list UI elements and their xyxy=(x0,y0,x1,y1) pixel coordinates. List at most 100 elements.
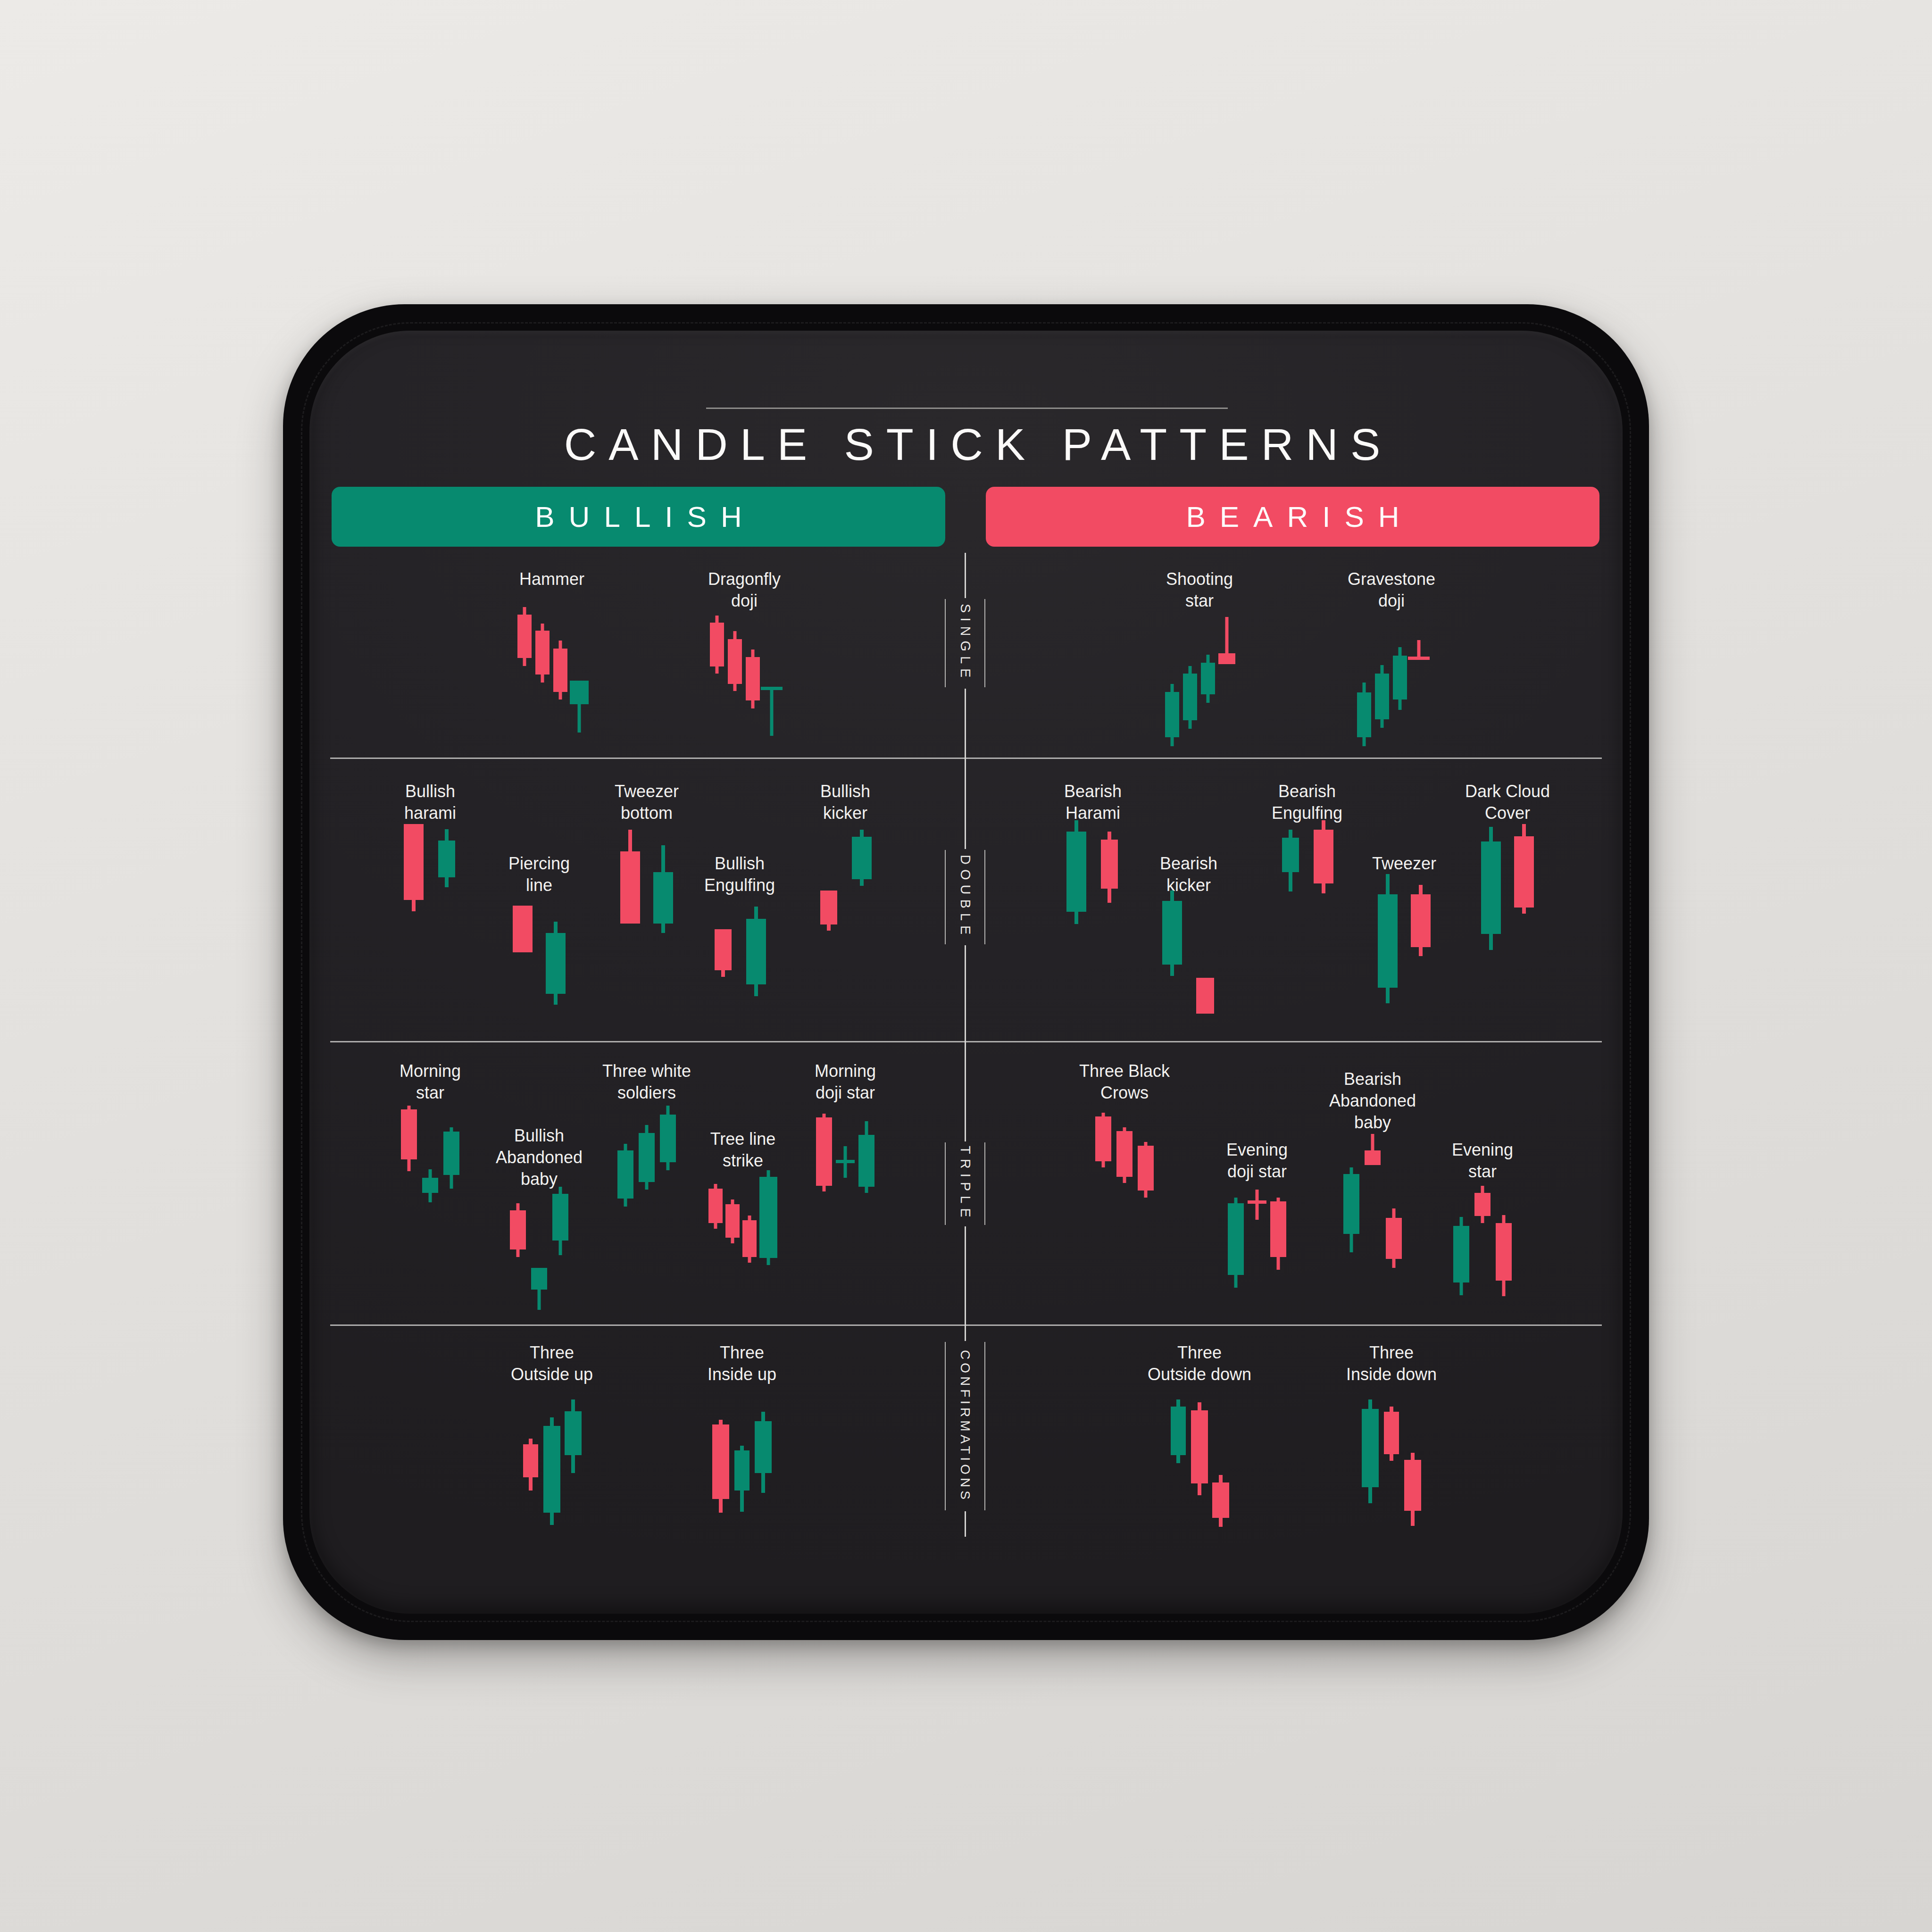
candle-body xyxy=(1474,1193,1491,1216)
candle-body xyxy=(1411,894,1431,947)
candle-body xyxy=(552,1194,568,1241)
doji-bar xyxy=(1408,657,1430,660)
pattern-evening-star xyxy=(1453,1186,1512,1296)
candle-body xyxy=(1404,1460,1421,1511)
candle-body xyxy=(1481,841,1501,934)
pattern-three-inside-up xyxy=(712,1412,772,1513)
pattern-dragonfly-doji xyxy=(710,616,783,736)
pattern-tweezer-bottom xyxy=(620,830,673,933)
doji-cross-arm xyxy=(836,1160,855,1163)
pattern-three-outside-up xyxy=(523,1399,582,1525)
pattern-piercing-line xyxy=(513,906,566,1005)
candle-body xyxy=(543,1426,560,1513)
pattern-bullish-engulfing xyxy=(715,907,766,996)
candle-body xyxy=(1393,656,1407,700)
candle-body xyxy=(443,1132,459,1175)
pattern-tweezer xyxy=(1378,874,1431,1003)
candle-body xyxy=(1183,674,1197,720)
candle-body xyxy=(510,1210,526,1249)
candle-body xyxy=(1165,692,1179,737)
candle-body xyxy=(1212,1482,1229,1518)
candle-body xyxy=(1116,1131,1133,1177)
candle-body xyxy=(1386,1218,1402,1259)
candle-body xyxy=(620,851,640,924)
pattern-three-black-crows xyxy=(1095,1113,1154,1198)
pattern-gravestone-doji xyxy=(1357,640,1430,746)
candle-body xyxy=(570,681,589,704)
candle-body xyxy=(755,1421,772,1473)
pattern-morning-star xyxy=(401,1106,459,1202)
candle-wick xyxy=(1256,1190,1259,1220)
candle-body xyxy=(513,906,533,952)
candle-wick xyxy=(578,704,581,733)
candle-body xyxy=(535,631,550,675)
candle-body xyxy=(1095,1116,1111,1161)
candle-body xyxy=(546,933,566,994)
candle-body xyxy=(422,1178,438,1193)
candle-body xyxy=(1066,832,1086,912)
pattern-bullish-kicker xyxy=(820,830,872,931)
candle-body xyxy=(816,1117,832,1186)
pattern-bearish-abandoned-baby xyxy=(1343,1134,1402,1268)
pattern-dark-cloud-cover xyxy=(1481,824,1534,950)
candle-body xyxy=(401,1109,417,1159)
candle-body xyxy=(1378,894,1398,988)
candle-body xyxy=(820,891,837,924)
candle-body xyxy=(1384,1412,1399,1454)
candle-body xyxy=(1196,978,1214,1014)
candle-body xyxy=(746,919,766,984)
candle-body xyxy=(404,824,424,900)
candle-body xyxy=(715,929,732,970)
candle-body xyxy=(1171,1407,1186,1455)
candle-body xyxy=(1453,1226,1469,1282)
candle-body xyxy=(858,1135,874,1187)
pattern-evening-doji-star xyxy=(1228,1190,1286,1288)
candle-body xyxy=(653,872,673,924)
candle-body xyxy=(1191,1410,1208,1483)
doji-bar xyxy=(761,687,783,690)
pattern-bullish-harami xyxy=(404,824,455,911)
doji-cross-arm xyxy=(1248,1200,1266,1204)
candle-wick xyxy=(1417,640,1421,657)
candle-body xyxy=(759,1177,777,1258)
candle-body xyxy=(734,1450,749,1491)
candle-body xyxy=(565,1411,582,1455)
pattern-bearish-engulfing xyxy=(1282,820,1333,893)
pattern-shooting-star xyxy=(1165,617,1235,746)
pattern-three-white-soldiers xyxy=(617,1106,676,1207)
candle-body xyxy=(710,623,724,666)
pattern-bullish-abandoned-baby xyxy=(510,1187,568,1310)
candle-body xyxy=(1343,1174,1359,1234)
candle-body xyxy=(1514,836,1534,908)
candle-body xyxy=(1201,663,1215,694)
pattern-morning-doji-star xyxy=(816,1114,874,1193)
candles-layer xyxy=(0,0,1932,1932)
candle-body xyxy=(531,1268,547,1290)
candle-body xyxy=(553,649,567,692)
candle-body xyxy=(1218,653,1235,664)
candle-body xyxy=(617,1150,633,1199)
candle-body xyxy=(1496,1223,1512,1281)
candle-body xyxy=(1314,830,1333,883)
candle-body xyxy=(728,639,742,684)
candle-body xyxy=(852,837,872,879)
candle-body xyxy=(1228,1203,1244,1275)
candle-body xyxy=(1357,692,1371,737)
candle-body xyxy=(639,1133,655,1182)
candle-body xyxy=(746,657,760,700)
pattern-three-inside-down xyxy=(1362,1399,1421,1526)
candle-body xyxy=(438,841,455,877)
candle-body xyxy=(1162,901,1182,965)
pattern-bearish-harami xyxy=(1066,820,1118,924)
pattern-hammer xyxy=(517,607,589,733)
candle-body xyxy=(712,1424,729,1499)
candle-body xyxy=(1282,838,1299,872)
candle-body xyxy=(1101,840,1118,889)
candle-body xyxy=(708,1189,723,1223)
pattern-bearish-kicker xyxy=(1162,891,1214,1014)
pattern-three-outside-down xyxy=(1171,1399,1229,1527)
candle-body xyxy=(1375,674,1389,719)
pattern-tree-line-strike xyxy=(708,1170,777,1265)
candle-body xyxy=(1270,1201,1286,1257)
candle-body xyxy=(660,1115,676,1162)
